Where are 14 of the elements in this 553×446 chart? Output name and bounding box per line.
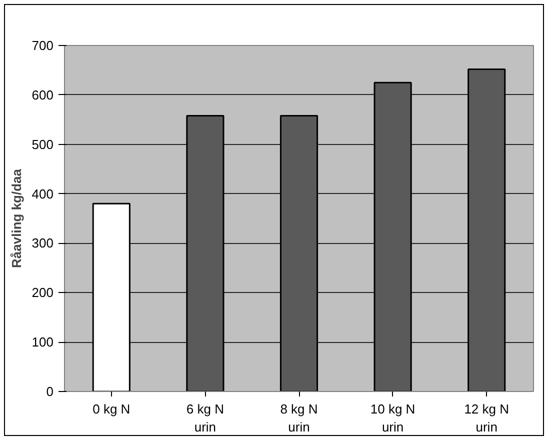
y-tick-label: 100 [32,334,54,350]
y-tick-label: 0 [46,384,54,399]
x-tick-label: 6 kg N urin [186,402,224,434]
y-tick-label: 600 [32,87,54,102]
y-tick-label: 200 [32,285,54,300]
y-axis-title: Råavling kg/daa [8,168,24,268]
x-tick-label: 12 kg N urin [464,402,510,434]
x-tick-label: 10 kg N urin [370,402,416,434]
y-tick-label: 700 [32,38,54,53]
x-tick-label: 8 kg N urin [280,402,318,434]
x-tick-label: 0 kg N [92,402,130,416]
y-tick-label: 300 [32,236,54,251]
y-tick-label: 400 [32,186,54,202]
y-tick-label: 500 [32,136,54,152]
